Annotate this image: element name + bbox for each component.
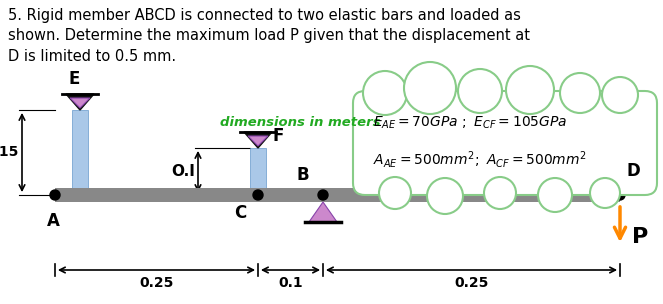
Text: $E_{AE}=70GPa\ ;\ E_{CF}=105GPa$: $E_{AE}=70GPa\ ;\ E_{CF}=105GPa$ xyxy=(373,115,568,131)
Text: 0.25: 0.25 xyxy=(454,276,489,290)
Text: 0.15: 0.15 xyxy=(0,146,19,160)
Polygon shape xyxy=(248,136,268,146)
Circle shape xyxy=(590,178,620,208)
Text: $A_{AE}=500mm^2;\ A_{CF}=500mm^2$: $A_{AE}=500mm^2;\ A_{CF}=500mm^2$ xyxy=(373,149,587,170)
Bar xyxy=(250,148,266,195)
Circle shape xyxy=(50,190,60,200)
Text: dimensions in meters: dimensions in meters xyxy=(220,116,381,129)
Text: 0.1: 0.1 xyxy=(278,276,303,290)
Circle shape xyxy=(602,77,638,113)
Text: P: P xyxy=(632,227,648,247)
Text: 5. Rigid member ABCD is connected to two elastic bars and loaded as
shown. Deter: 5. Rigid member ABCD is connected to two… xyxy=(8,8,530,64)
Text: 0.25: 0.25 xyxy=(139,276,174,290)
Circle shape xyxy=(427,178,463,214)
Circle shape xyxy=(458,69,502,113)
Text: B: B xyxy=(296,166,310,184)
Polygon shape xyxy=(66,94,94,110)
Text: F: F xyxy=(272,127,283,145)
Circle shape xyxy=(379,177,411,209)
Text: D: D xyxy=(626,162,640,180)
Circle shape xyxy=(253,190,263,200)
FancyBboxPatch shape xyxy=(353,91,657,195)
Circle shape xyxy=(363,71,407,115)
Circle shape xyxy=(560,73,600,113)
Polygon shape xyxy=(244,132,272,148)
Circle shape xyxy=(318,190,328,200)
Circle shape xyxy=(404,62,456,114)
Polygon shape xyxy=(309,202,337,222)
Circle shape xyxy=(506,66,554,114)
Text: A: A xyxy=(46,212,60,230)
Text: C: C xyxy=(234,204,246,222)
Text: O.I: O.I xyxy=(171,164,195,179)
Text: E: E xyxy=(68,70,80,88)
Circle shape xyxy=(538,178,572,212)
Bar xyxy=(72,110,88,195)
Circle shape xyxy=(484,177,516,209)
Polygon shape xyxy=(70,98,90,108)
Bar xyxy=(55,188,620,202)
Circle shape xyxy=(615,190,625,200)
